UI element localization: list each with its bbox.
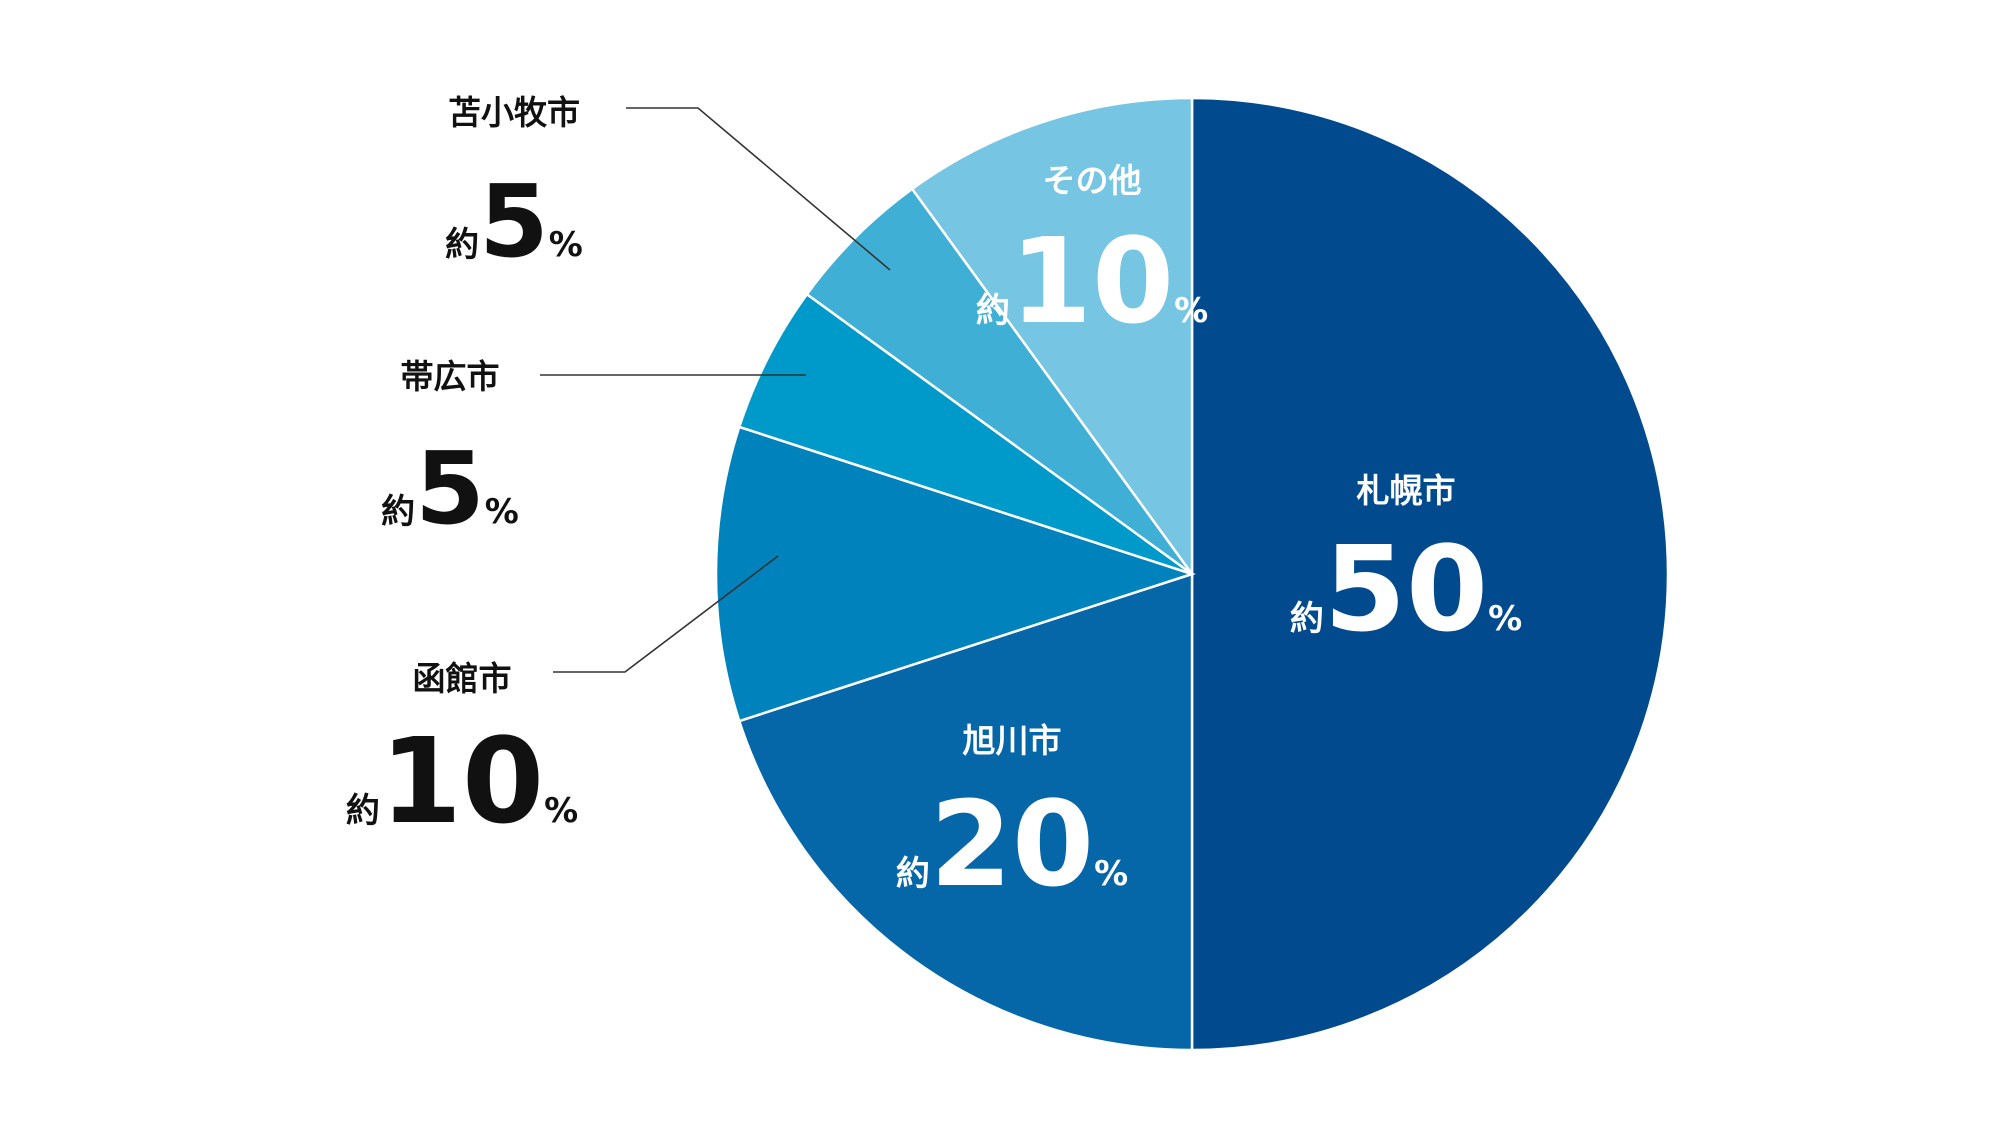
value-unit: % (1174, 291, 1208, 331)
pie-slice (910, 96, 1194, 578)
leader-line (626, 107, 891, 271)
slice-name-label: 函館市 (413, 659, 512, 698)
pie-slice (714, 425, 1197, 723)
value-number: 10 (380, 712, 544, 850)
slice-value-label: 約20% (896, 775, 1128, 913)
value-prefix: 約 (346, 791, 380, 831)
value-prefix: 約 (381, 492, 415, 532)
slice-name-label: 苫小牧市 (448, 93, 580, 132)
value-unit: % (485, 492, 519, 532)
slice-value-label: 約5% (445, 163, 583, 280)
leader-line (553, 555, 779, 673)
value-unit: % (549, 225, 583, 265)
slice-name-label: 帯広市 (401, 357, 500, 396)
pie-slice (737, 572, 1194, 1052)
value-prefix: 約 (896, 854, 930, 894)
value-number: 5 (479, 163, 549, 280)
value-prefix: 約 (445, 225, 479, 265)
value-number: 10 (1010, 212, 1174, 350)
slice-value-label: 約10% (346, 712, 578, 850)
slice-name-label: その他 (1043, 161, 1142, 200)
slice-name-label: 旭川市 (963, 721, 1062, 760)
value-number: 50 (1324, 520, 1488, 658)
value-number: 20 (930, 775, 1094, 913)
value-number: 5 (415, 430, 485, 547)
value-prefix: 約 (1290, 599, 1324, 639)
slice-value-label: 約10% (976, 212, 1208, 350)
slice-name-label: 札幌市 (1357, 471, 1456, 510)
value-prefix: 約 (976, 291, 1010, 331)
value-unit: % (1488, 599, 1522, 639)
slice-value-label: 約50% (1290, 520, 1522, 658)
value-unit: % (1094, 854, 1128, 894)
slice-value-label: 約5% (381, 430, 519, 547)
pie-slice (1190, 96, 1670, 1052)
pie-slice (805, 187, 1194, 576)
value-unit: % (544, 791, 578, 831)
pie-slice (737, 292, 1193, 576)
